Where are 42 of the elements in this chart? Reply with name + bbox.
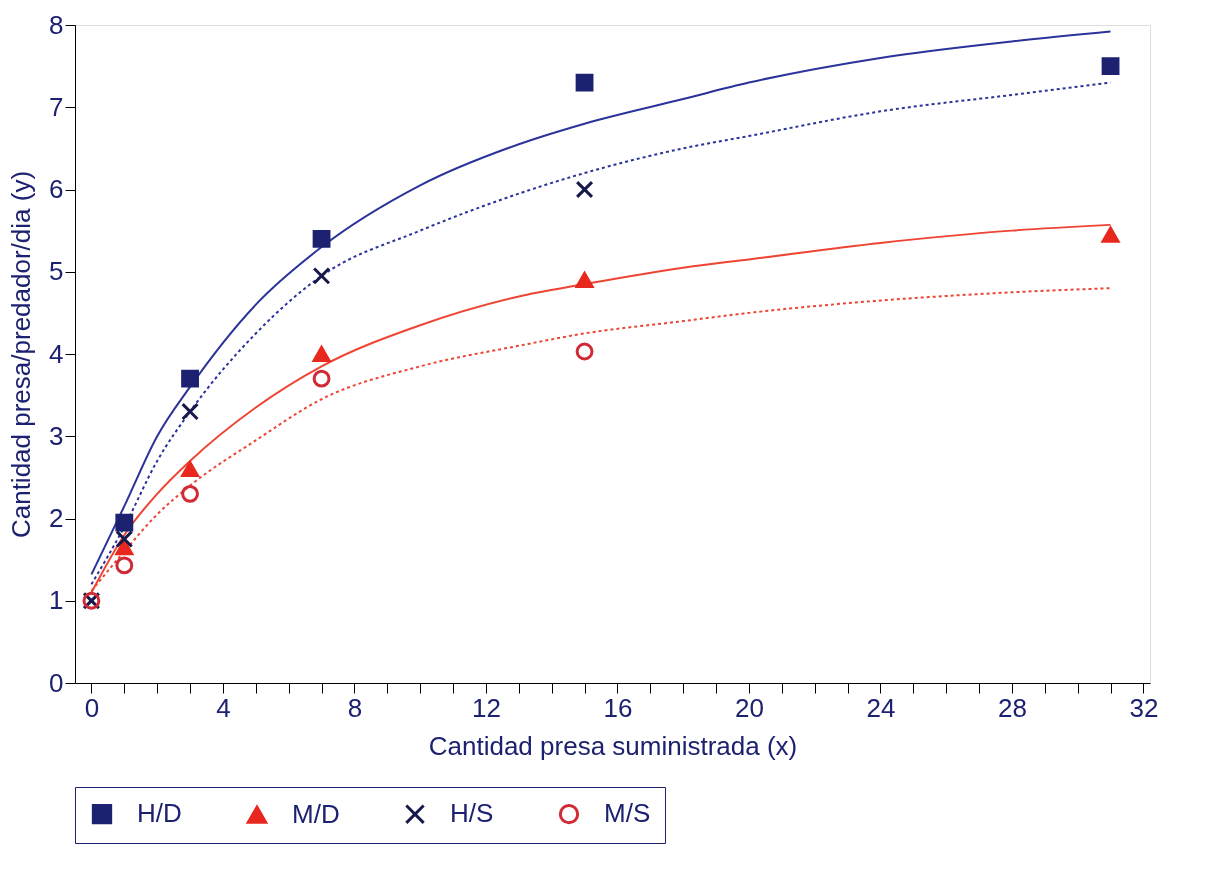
legend-label: M/S <box>604 798 651 829</box>
y-tick-label: 7 <box>49 91 64 122</box>
y-tick-label: 4 <box>49 338 64 369</box>
point <box>575 73 594 92</box>
point <box>181 461 199 478</box>
x-tick-label: 20 <box>734 692 764 723</box>
point <box>115 513 134 532</box>
legend-label: M/D <box>292 798 340 829</box>
y-tick-label: 2 <box>49 503 64 533</box>
legend-label: H/D <box>137 798 182 829</box>
y-tick-label: 5 <box>49 256 64 287</box>
y-tick-label: 3 <box>49 420 64 451</box>
point <box>181 484 199 503</box>
x-tick-label: 24 <box>866 692 896 723</box>
y-tick-label: 1 <box>49 585 64 616</box>
point <box>312 266 331 285</box>
x-tick-label: 0 <box>84 692 100 723</box>
point <box>575 180 594 199</box>
point <box>312 346 331 362</box>
x-tick-label: 32 <box>1129 692 1159 723</box>
y-tick-label: 6 <box>49 174 64 204</box>
point <box>312 369 331 388</box>
point <box>181 402 199 421</box>
x-tick-label: 12 <box>471 692 501 723</box>
y-axis-title: Cantidad presa/predador/dia (y) <box>6 170 37 539</box>
point <box>115 539 134 556</box>
point <box>115 556 134 575</box>
point <box>1101 57 1120 76</box>
x-tick-label: 8 <box>347 692 363 723</box>
point <box>181 369 199 388</box>
x-tick-label: 28 <box>997 692 1027 723</box>
legend-label: H/S <box>450 798 494 829</box>
point <box>575 342 594 361</box>
point <box>312 229 331 248</box>
y-tick-label: 0 <box>49 667 64 698</box>
point <box>1101 226 1120 243</box>
y-tick-label: 8 <box>49 9 64 40</box>
x-tick-label: 16 <box>603 692 633 723</box>
point <box>115 530 134 548</box>
x-tick-label: 4 <box>216 692 231 723</box>
x-axis-title: Cantidad presa suministrada (x) <box>428 730 798 761</box>
point <box>575 272 594 288</box>
